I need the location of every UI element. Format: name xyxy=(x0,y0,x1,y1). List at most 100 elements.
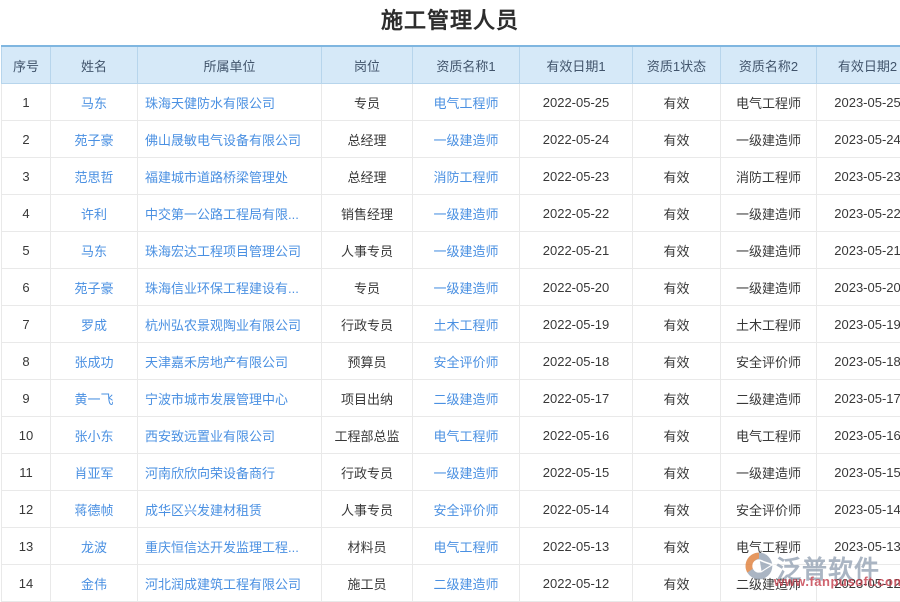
col-header-status1: 资质1状态 xyxy=(633,46,721,84)
cell-index: 1 xyxy=(2,84,51,121)
cell-status1: 有效 xyxy=(633,380,721,417)
cell-position: 行政专员 xyxy=(322,454,413,491)
cell-index: 12 xyxy=(2,491,51,528)
cell-status1: 有效 xyxy=(633,269,721,306)
cell-company[interactable]: 佛山晟敏电气设备有限公司 xyxy=(138,121,322,158)
cell-name[interactable]: 龙波 xyxy=(51,528,138,565)
cell-date1: 2022-05-14 xyxy=(520,491,633,528)
cell-qual2: 一级建造师 xyxy=(721,232,817,269)
cell-date1: 2022-05-23 xyxy=(520,158,633,195)
cell-qual1[interactable]: 电气工程师 xyxy=(413,528,520,565)
cell-name[interactable]: 苑子豪 xyxy=(51,121,138,158)
cell-company[interactable]: 河北润成建筑工程有限公司 xyxy=(138,565,322,602)
cell-date2: 2023-05-22 xyxy=(817,195,900,232)
cell-qual1[interactable]: 一级建造师 xyxy=(413,195,520,232)
cell-qual1[interactable]: 一级建造师 xyxy=(413,232,520,269)
cell-date1: 2022-05-16 xyxy=(520,417,633,454)
cell-name[interactable]: 蒋德帧 xyxy=(51,491,138,528)
cell-qual1[interactable]: 电气工程师 xyxy=(413,417,520,454)
col-header-name: 姓名 xyxy=(51,46,138,84)
cell-date2: 2023-05-25 xyxy=(817,84,900,121)
cell-status1: 有效 xyxy=(633,232,721,269)
cell-index: 4 xyxy=(2,195,51,232)
cell-qual1[interactable]: 安全评价师 xyxy=(413,491,520,528)
cell-position: 工程部总监 xyxy=(322,417,413,454)
cell-index: 6 xyxy=(2,269,51,306)
cell-date2: 2023-05-20 xyxy=(817,269,900,306)
cell-qual1[interactable]: 消防工程师 xyxy=(413,158,520,195)
cell-qual1[interactable]: 土木工程师 xyxy=(413,306,520,343)
cell-company[interactable]: 杭州弘农景观陶业有限公司 xyxy=(138,306,322,343)
cell-date2: 2023-05-24 xyxy=(817,121,900,158)
cell-company[interactable]: 天津嘉禾房地产有限公司 xyxy=(138,343,322,380)
cell-date1: 2022-05-13 xyxy=(520,528,633,565)
cell-name[interactable]: 范思哲 xyxy=(51,158,138,195)
cell-qual1[interactable]: 一级建造师 xyxy=(413,454,520,491)
cell-company[interactable]: 珠海宏达工程项目管理公司 xyxy=(138,232,322,269)
cell-date1: 2022-05-20 xyxy=(520,269,633,306)
cell-company[interactable]: 成华区兴发建材租赁 xyxy=(138,491,322,528)
cell-index: 9 xyxy=(2,380,51,417)
cell-index: 5 xyxy=(2,232,51,269)
cell-name[interactable]: 许利 xyxy=(51,195,138,232)
cell-date2: 2023-05-16 xyxy=(817,417,900,454)
cell-name[interactable]: 肖亚军 xyxy=(51,454,138,491)
cell-status1: 有效 xyxy=(633,84,721,121)
cell-status1: 有效 xyxy=(633,121,721,158)
cell-qual1[interactable]: 电气工程师 xyxy=(413,84,520,121)
cell-name[interactable]: 张成功 xyxy=(51,343,138,380)
col-header-index: 序号 xyxy=(2,46,51,84)
cell-position: 专员 xyxy=(322,269,413,306)
cell-position: 人事专员 xyxy=(322,491,413,528)
cell-name[interactable]: 罗成 xyxy=(51,306,138,343)
cell-qual1[interactable]: 一级建造师 xyxy=(413,121,520,158)
cell-name[interactable]: 金伟 xyxy=(51,565,138,602)
cell-company[interactable]: 中交第一公路工程局有限... xyxy=(138,195,322,232)
cell-index: 8 xyxy=(2,343,51,380)
cell-qual2: 电气工程师 xyxy=(721,528,817,565)
cell-index: 3 xyxy=(2,158,51,195)
cell-qual1[interactable]: 安全评价师 xyxy=(413,343,520,380)
cell-company[interactable]: 福建城市道路桥梁管理处 xyxy=(138,158,322,195)
cell-name[interactable]: 马东 xyxy=(51,232,138,269)
cell-date1: 2022-05-24 xyxy=(520,121,633,158)
cell-date2: 2023-05-14 xyxy=(817,491,900,528)
cell-name[interactable]: 苑子豪 xyxy=(51,269,138,306)
cell-company[interactable]: 宁波市城市发展管理中心 xyxy=(138,380,322,417)
cell-qual2: 一级建造师 xyxy=(721,454,817,491)
col-header-qual2: 资质名称2 xyxy=(721,46,817,84)
cell-index: 7 xyxy=(2,306,51,343)
cell-index: 2 xyxy=(2,121,51,158)
cell-company[interactable]: 河南欣欣向荣设备商行 xyxy=(138,454,322,491)
cell-date2: 2023-05-17 xyxy=(817,380,900,417)
cell-name[interactable]: 马东 xyxy=(51,84,138,121)
cell-date1: 2022-05-17 xyxy=(520,380,633,417)
cell-name[interactable]: 张小东 xyxy=(51,417,138,454)
cell-index: 11 xyxy=(2,454,51,491)
cell-position: 总经理 xyxy=(322,158,413,195)
cell-company[interactable]: 珠海信业环保工程建设有... xyxy=(138,269,322,306)
cell-status1: 有效 xyxy=(633,454,721,491)
cell-qual2: 一级建造师 xyxy=(721,195,817,232)
cell-name[interactable]: 黄一飞 xyxy=(51,380,138,417)
cell-qual1[interactable]: 二级建造师 xyxy=(413,380,520,417)
cell-qual1[interactable]: 一级建造师 xyxy=(413,269,520,306)
page-title: 施工管理人员 xyxy=(0,0,900,45)
cell-company[interactable]: 珠海天健防水有限公司 xyxy=(138,84,322,121)
cell-company[interactable]: 重庆恒信达开发监理工程... xyxy=(138,528,322,565)
cell-company[interactable]: 西安致远置业有限公司 xyxy=(138,417,322,454)
cell-qual1[interactable]: 二级建造师 xyxy=(413,565,520,602)
